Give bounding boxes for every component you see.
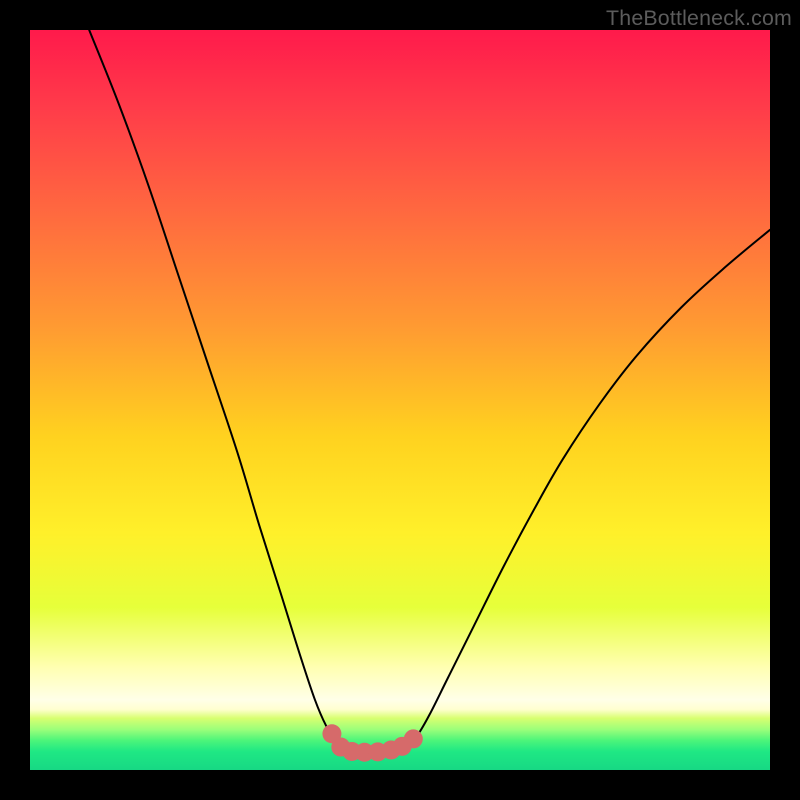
chart-svg bbox=[30, 30, 770, 770]
plot-area bbox=[30, 30, 770, 770]
chart-frame: TheBottleneck.com bbox=[0, 0, 800, 800]
curve-marker bbox=[404, 729, 423, 748]
gradient-background bbox=[30, 30, 770, 770]
watermark-text: TheBottleneck.com bbox=[606, 6, 792, 31]
